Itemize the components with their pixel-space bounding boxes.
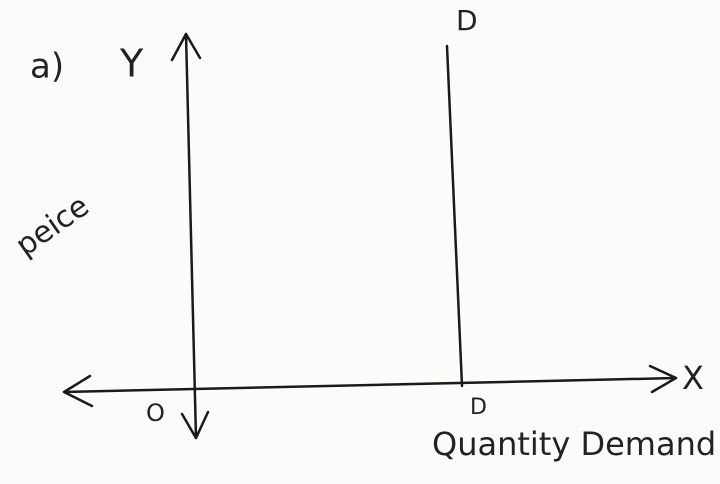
demand-bottom-label: D xyxy=(470,395,487,420)
y-axis-label: Y xyxy=(119,42,144,86)
x-axis-label: X xyxy=(682,359,704,397)
x-axis-title: Quantity Demand xyxy=(432,425,716,463)
diagram: a) Y X O D D peice Quantity Demand xyxy=(0,0,720,484)
question-label: a) xyxy=(30,47,64,87)
origin-label: O xyxy=(146,399,165,427)
demand-top-label: D xyxy=(456,4,478,37)
paper xyxy=(0,0,720,484)
